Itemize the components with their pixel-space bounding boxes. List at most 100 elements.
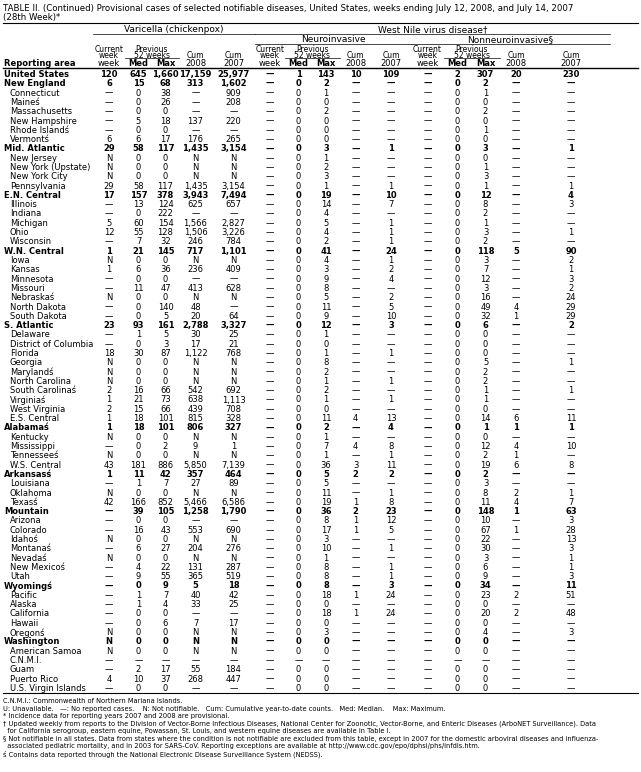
Text: week: week [259,59,281,68]
Text: 3,154: 3,154 [221,144,247,154]
Text: —: — [423,572,431,581]
Text: 30: 30 [190,330,201,340]
Text: 2: 2 [454,70,460,79]
Text: Cum: Cum [507,51,525,60]
Text: 2: 2 [483,107,488,117]
Text: N: N [230,647,237,655]
Text: 1,122: 1,122 [184,349,207,358]
Text: —: — [423,452,431,460]
Text: 1: 1 [483,423,488,432]
Text: 0: 0 [296,554,301,563]
Text: 2007: 2007 [381,59,401,68]
Text: § Not notifiable in all states. Data from states where the condition is not noti: § Not notifiable in all states. Data fro… [3,736,599,742]
Text: 0: 0 [455,563,460,572]
Text: 768: 768 [226,349,242,358]
Text: U: Unavailable.   —: No reported cases.    N: Not notifiable.   Cum: Cumulative : U: Unavailable. —: No reported cases. N:… [3,706,445,712]
Text: 0: 0 [455,554,460,563]
Text: 313: 313 [187,80,204,88]
Text: 307: 307 [477,70,494,79]
Text: 0: 0 [296,526,301,535]
Text: —: — [351,386,360,395]
Text: Idahoś: Idahoś [10,535,38,544]
Text: —: — [266,172,274,181]
Text: —: — [423,312,431,321]
Text: 11: 11 [133,284,144,293]
Text: 0: 0 [455,293,460,302]
Text: 909: 909 [226,89,242,97]
Text: —: — [191,516,200,526]
Text: N: N [192,638,199,646]
Text: —: — [351,563,360,572]
Text: 0: 0 [455,675,460,683]
Text: 0: 0 [296,535,301,544]
Text: 0: 0 [455,218,460,228]
Text: 10: 10 [385,191,397,200]
Text: 0: 0 [296,358,301,367]
Text: 0: 0 [455,414,460,423]
Text: —: — [266,144,274,154]
Text: 1: 1 [483,126,488,135]
Text: —: — [512,321,520,330]
Text: 0: 0 [455,489,460,497]
Text: 0: 0 [455,163,460,172]
Text: —: — [351,628,360,637]
Text: N: N [192,377,199,386]
Text: —: — [512,191,520,200]
Text: 0: 0 [296,266,301,274]
Text: 0: 0 [163,452,168,460]
Text: 208: 208 [226,98,242,107]
Text: —: — [266,238,274,246]
Text: 0: 0 [455,544,460,554]
Text: 628: 628 [226,284,242,293]
Text: Vermontś: Vermontś [10,135,50,144]
Text: 0: 0 [163,609,168,618]
Text: New York (Upstate): New York (Upstate) [10,163,90,172]
Text: 176: 176 [188,135,203,144]
Text: —: — [512,98,520,107]
Text: 9: 9 [323,312,329,321]
Text: 105: 105 [157,507,174,516]
Text: 55: 55 [160,572,171,581]
Text: 1: 1 [569,563,574,572]
Text: —: — [512,535,520,544]
Text: —: — [387,600,395,609]
Text: 40: 40 [190,591,201,600]
Text: Oklahoma: Oklahoma [10,489,53,497]
Text: 0: 0 [455,330,460,340]
Text: 0: 0 [454,507,460,516]
Text: 0: 0 [296,154,301,163]
Text: 0: 0 [163,516,168,526]
Text: 0: 0 [455,266,460,274]
Text: 11: 11 [320,414,331,423]
Text: —: — [266,367,274,377]
Text: 2008: 2008 [185,59,206,68]
Text: —: — [351,638,360,646]
Text: 2: 2 [513,489,519,497]
Text: 15: 15 [133,80,144,88]
Text: —: — [423,498,431,506]
Text: 0: 0 [455,479,460,488]
Text: 0: 0 [455,117,460,126]
Text: —: — [351,303,360,311]
Text: 1: 1 [136,479,141,488]
Text: —: — [266,386,274,395]
Text: 157: 157 [129,191,147,200]
Text: Cum: Cum [562,51,579,60]
Text: 0: 0 [136,303,141,311]
Text: —: — [266,563,274,572]
Text: 16: 16 [480,293,491,302]
Text: —: — [567,238,575,246]
Text: Utah: Utah [10,572,30,581]
Text: —: — [423,163,431,172]
Text: 0: 0 [296,172,301,181]
Text: 276: 276 [226,544,242,554]
Text: Indiana: Indiana [10,209,41,218]
Text: 0: 0 [136,647,141,655]
Text: —: — [191,656,200,665]
Text: Cum: Cum [347,51,364,60]
Text: 2: 2 [568,321,574,330]
Text: 11: 11 [566,414,576,423]
Text: Minnesota: Minnesota [10,275,53,283]
Text: —: — [423,665,431,674]
Text: Nonneuroinvasive§: Nonneuroinvasive§ [467,35,554,44]
